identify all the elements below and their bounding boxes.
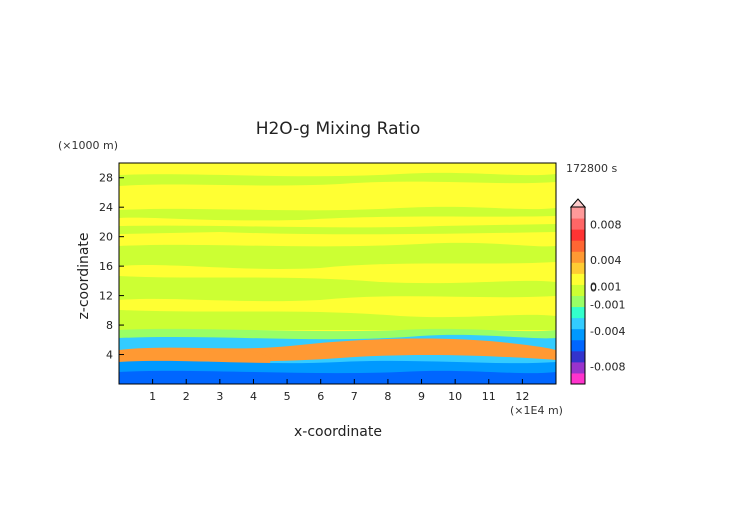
x-tick-label: 3 <box>216 390 223 403</box>
colorbar-swatch <box>571 273 585 285</box>
time-label: 172800 s <box>566 162 617 175</box>
y-tick-label: 8 <box>106 319 113 332</box>
green-band-2 <box>119 206 556 221</box>
x-tick-label: 4 <box>250 390 257 403</box>
y-tick-label: 28 <box>99 172 113 185</box>
x-tick-label: 1 <box>149 390 156 403</box>
green-band-1 <box>119 172 556 186</box>
green-band-3 <box>119 224 556 235</box>
green-band-4 <box>119 242 556 269</box>
y-tick-label: 16 <box>99 260 113 273</box>
x-tick-label: 8 <box>384 390 391 403</box>
colorbar-swatch <box>571 229 585 241</box>
y-unit-label: (×1000 m) <box>58 139 118 152</box>
y-axis: 4 8 12 16 20 24 28 <box>99 172 124 362</box>
y-tick-label: 24 <box>99 201 113 214</box>
green-band-5 <box>119 276 556 302</box>
green-band-6 <box>119 310 556 330</box>
chart-title: H2O-g Mixing Ratio <box>256 119 421 139</box>
colorbar-swatch <box>571 372 585 385</box>
colorbar-label: 0.004 <box>590 254 622 267</box>
x-tick-label: 7 <box>351 390 358 403</box>
colorbar-swatch <box>571 284 585 296</box>
colorbar-overflow-arrow <box>569 198 587 208</box>
colorbar-label: -0.008 <box>590 360 625 373</box>
x-tick-label: 10 <box>448 390 462 403</box>
colorbar-swatch <box>571 306 585 319</box>
colorbar-swatch <box>571 240 585 252</box>
colorbar-label: -0.001 <box>590 298 625 311</box>
y-tick-label: 4 <box>106 349 113 362</box>
colorbar-frame <box>570 206 586 385</box>
colorbar-swatch <box>571 251 585 263</box>
colorbar-swatch <box>571 328 585 341</box>
colorbar-swatch <box>571 295 585 308</box>
x-axis: 1 2 3 4 5 6 7 8 9 10 11 12 <box>149 379 529 403</box>
plot-frame <box>118 162 557 385</box>
x-tick-label: 9 <box>418 390 425 403</box>
lowlevel-darkblue <box>119 370 556 384</box>
colorbar-label: 0.008 <box>590 219 622 232</box>
colorbar-label: 0.001 <box>590 281 622 294</box>
colorbar-swatch <box>571 350 585 363</box>
x-tick-label: 11 <box>482 390 496 403</box>
y-axis-label: z-coordinate <box>76 232 92 319</box>
x-unit-label: (×1E4 m) <box>510 404 563 417</box>
x-tick-label: 12 <box>515 390 529 403</box>
x-tick-label: 5 <box>284 390 291 403</box>
colorbar-swatch <box>571 339 585 352</box>
x-axis-label: x-coordinate <box>294 424 382 440</box>
colorbar-swatch <box>571 207 585 219</box>
colorbar-label: -0.004 <box>590 325 625 338</box>
colorbar-label: 0 <box>590 282 597 295</box>
colorbar-swatch <box>571 218 585 230</box>
y-tick-label: 12 <box>99 290 113 303</box>
colorbar-swatch <box>571 361 585 374</box>
x-tick-label: 2 <box>183 390 190 403</box>
colorbar-swatch <box>571 262 585 274</box>
colorbar-swatch <box>571 317 585 330</box>
x-tick-label: 6 <box>317 390 324 403</box>
y-tick-label: 20 <box>99 231 113 244</box>
heatmap-field <box>119 163 556 384</box>
